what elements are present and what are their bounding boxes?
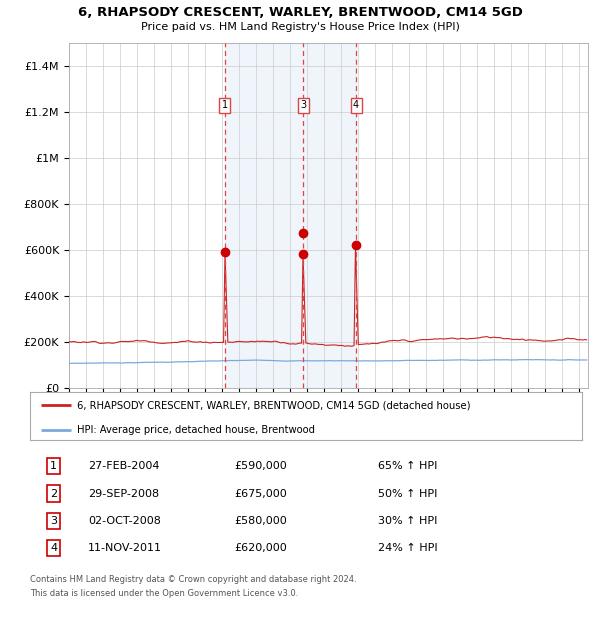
Text: HPI: Average price, detached house, Brentwood: HPI: Average price, detached house, Bren… — [77, 425, 315, 435]
Text: 11-NOV-2011: 11-NOV-2011 — [88, 543, 162, 553]
Text: Contains HM Land Registry data © Crown copyright and database right 2024.: Contains HM Land Registry data © Crown c… — [30, 575, 356, 585]
Text: 24% ↑ HPI: 24% ↑ HPI — [378, 543, 437, 553]
Text: £580,000: £580,000 — [234, 516, 287, 526]
Text: Price paid vs. HM Land Registry's House Price Index (HPI): Price paid vs. HM Land Registry's House … — [140, 22, 460, 32]
Text: 4: 4 — [50, 543, 57, 553]
Bar — [225, 43, 356, 388]
Text: 4: 4 — [353, 100, 359, 110]
Text: £675,000: £675,000 — [234, 489, 287, 498]
Text: 2: 2 — [50, 489, 57, 498]
Text: £620,000: £620,000 — [234, 543, 287, 553]
Text: 1: 1 — [221, 100, 228, 110]
Text: 6, RHAPSODY CRESCENT, WARLEY, BRENTWOOD, CM14 5GD (detached house): 6, RHAPSODY CRESCENT, WARLEY, BRENTWOOD,… — [77, 401, 470, 410]
Text: 3: 3 — [50, 516, 57, 526]
Text: 50% ↑ HPI: 50% ↑ HPI — [378, 489, 437, 498]
Text: 1: 1 — [50, 461, 57, 471]
Text: £590,000: £590,000 — [234, 461, 287, 471]
Text: 65% ↑ HPI: 65% ↑ HPI — [378, 461, 437, 471]
Text: 27-FEB-2004: 27-FEB-2004 — [88, 461, 160, 471]
Text: This data is licensed under the Open Government Licence v3.0.: This data is licensed under the Open Gov… — [30, 589, 298, 598]
Text: 02-OCT-2008: 02-OCT-2008 — [88, 516, 161, 526]
Text: 6, RHAPSODY CRESCENT, WARLEY, BRENTWOOD, CM14 5GD: 6, RHAPSODY CRESCENT, WARLEY, BRENTWOOD,… — [77, 6, 523, 19]
Text: 30% ↑ HPI: 30% ↑ HPI — [378, 516, 437, 526]
Text: 3: 3 — [300, 100, 306, 110]
Text: 29-SEP-2008: 29-SEP-2008 — [88, 489, 159, 498]
